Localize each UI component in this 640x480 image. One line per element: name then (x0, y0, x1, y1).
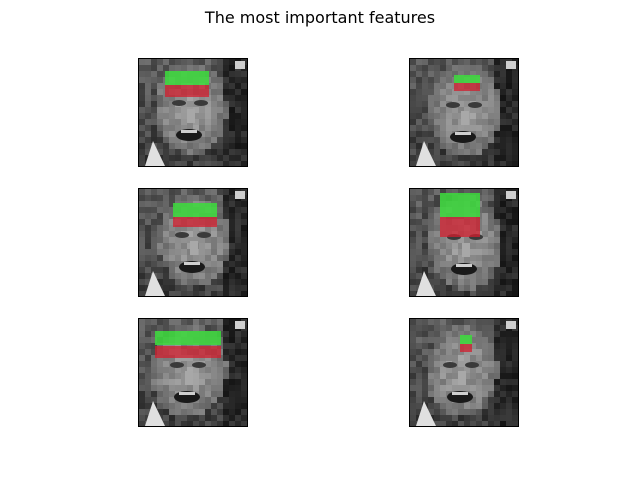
shirt-collar (145, 271, 165, 296)
nose (185, 371, 193, 385)
left-eye (172, 100, 186, 106)
face-image (410, 319, 518, 426)
face-image (139, 59, 247, 166)
shirt-collar (145, 141, 165, 166)
right-eye (468, 102, 482, 108)
face-panel-3 (138, 188, 248, 297)
positive-feature-region (173, 203, 217, 217)
right-eye (465, 362, 479, 368)
face-image (139, 319, 247, 426)
left-eye (175, 232, 189, 238)
positive-feature-region (460, 335, 472, 344)
face-image (410, 189, 518, 296)
negative-feature-region (155, 346, 221, 358)
positive-feature-region (155, 331, 221, 345)
right-eye (194, 100, 208, 106)
nose (458, 371, 466, 385)
negative-feature-region (173, 217, 217, 227)
shirt-collar (416, 141, 436, 166)
positive-feature-region (454, 75, 480, 83)
positive-feature-region (440, 193, 480, 217)
left-eye (170, 362, 184, 368)
nose (461, 111, 469, 125)
face-panel-6 (409, 318, 519, 427)
right-eye (197, 232, 211, 238)
nose (462, 243, 470, 257)
negative-feature-region (165, 85, 209, 97)
nose (190, 241, 198, 255)
shirt-collar (416, 401, 436, 426)
face-panel-1 (138, 58, 248, 167)
shirt-collar (145, 401, 165, 426)
figure-title: The most important features (204, 8, 436, 27)
negative-feature-region (440, 217, 480, 237)
face-panel-4 (409, 188, 519, 297)
positive-feature-region (165, 71, 209, 85)
negative-feature-region (454, 83, 480, 91)
right-eye (192, 362, 206, 368)
face-image (410, 59, 518, 166)
left-eye (446, 102, 460, 108)
nose (187, 109, 195, 123)
negative-feature-region (460, 344, 472, 352)
shirt-collar (416, 271, 436, 296)
left-eye (443, 362, 457, 368)
face-panel-2 (409, 58, 519, 167)
face-image (139, 189, 247, 296)
face-panel-5 (138, 318, 248, 427)
